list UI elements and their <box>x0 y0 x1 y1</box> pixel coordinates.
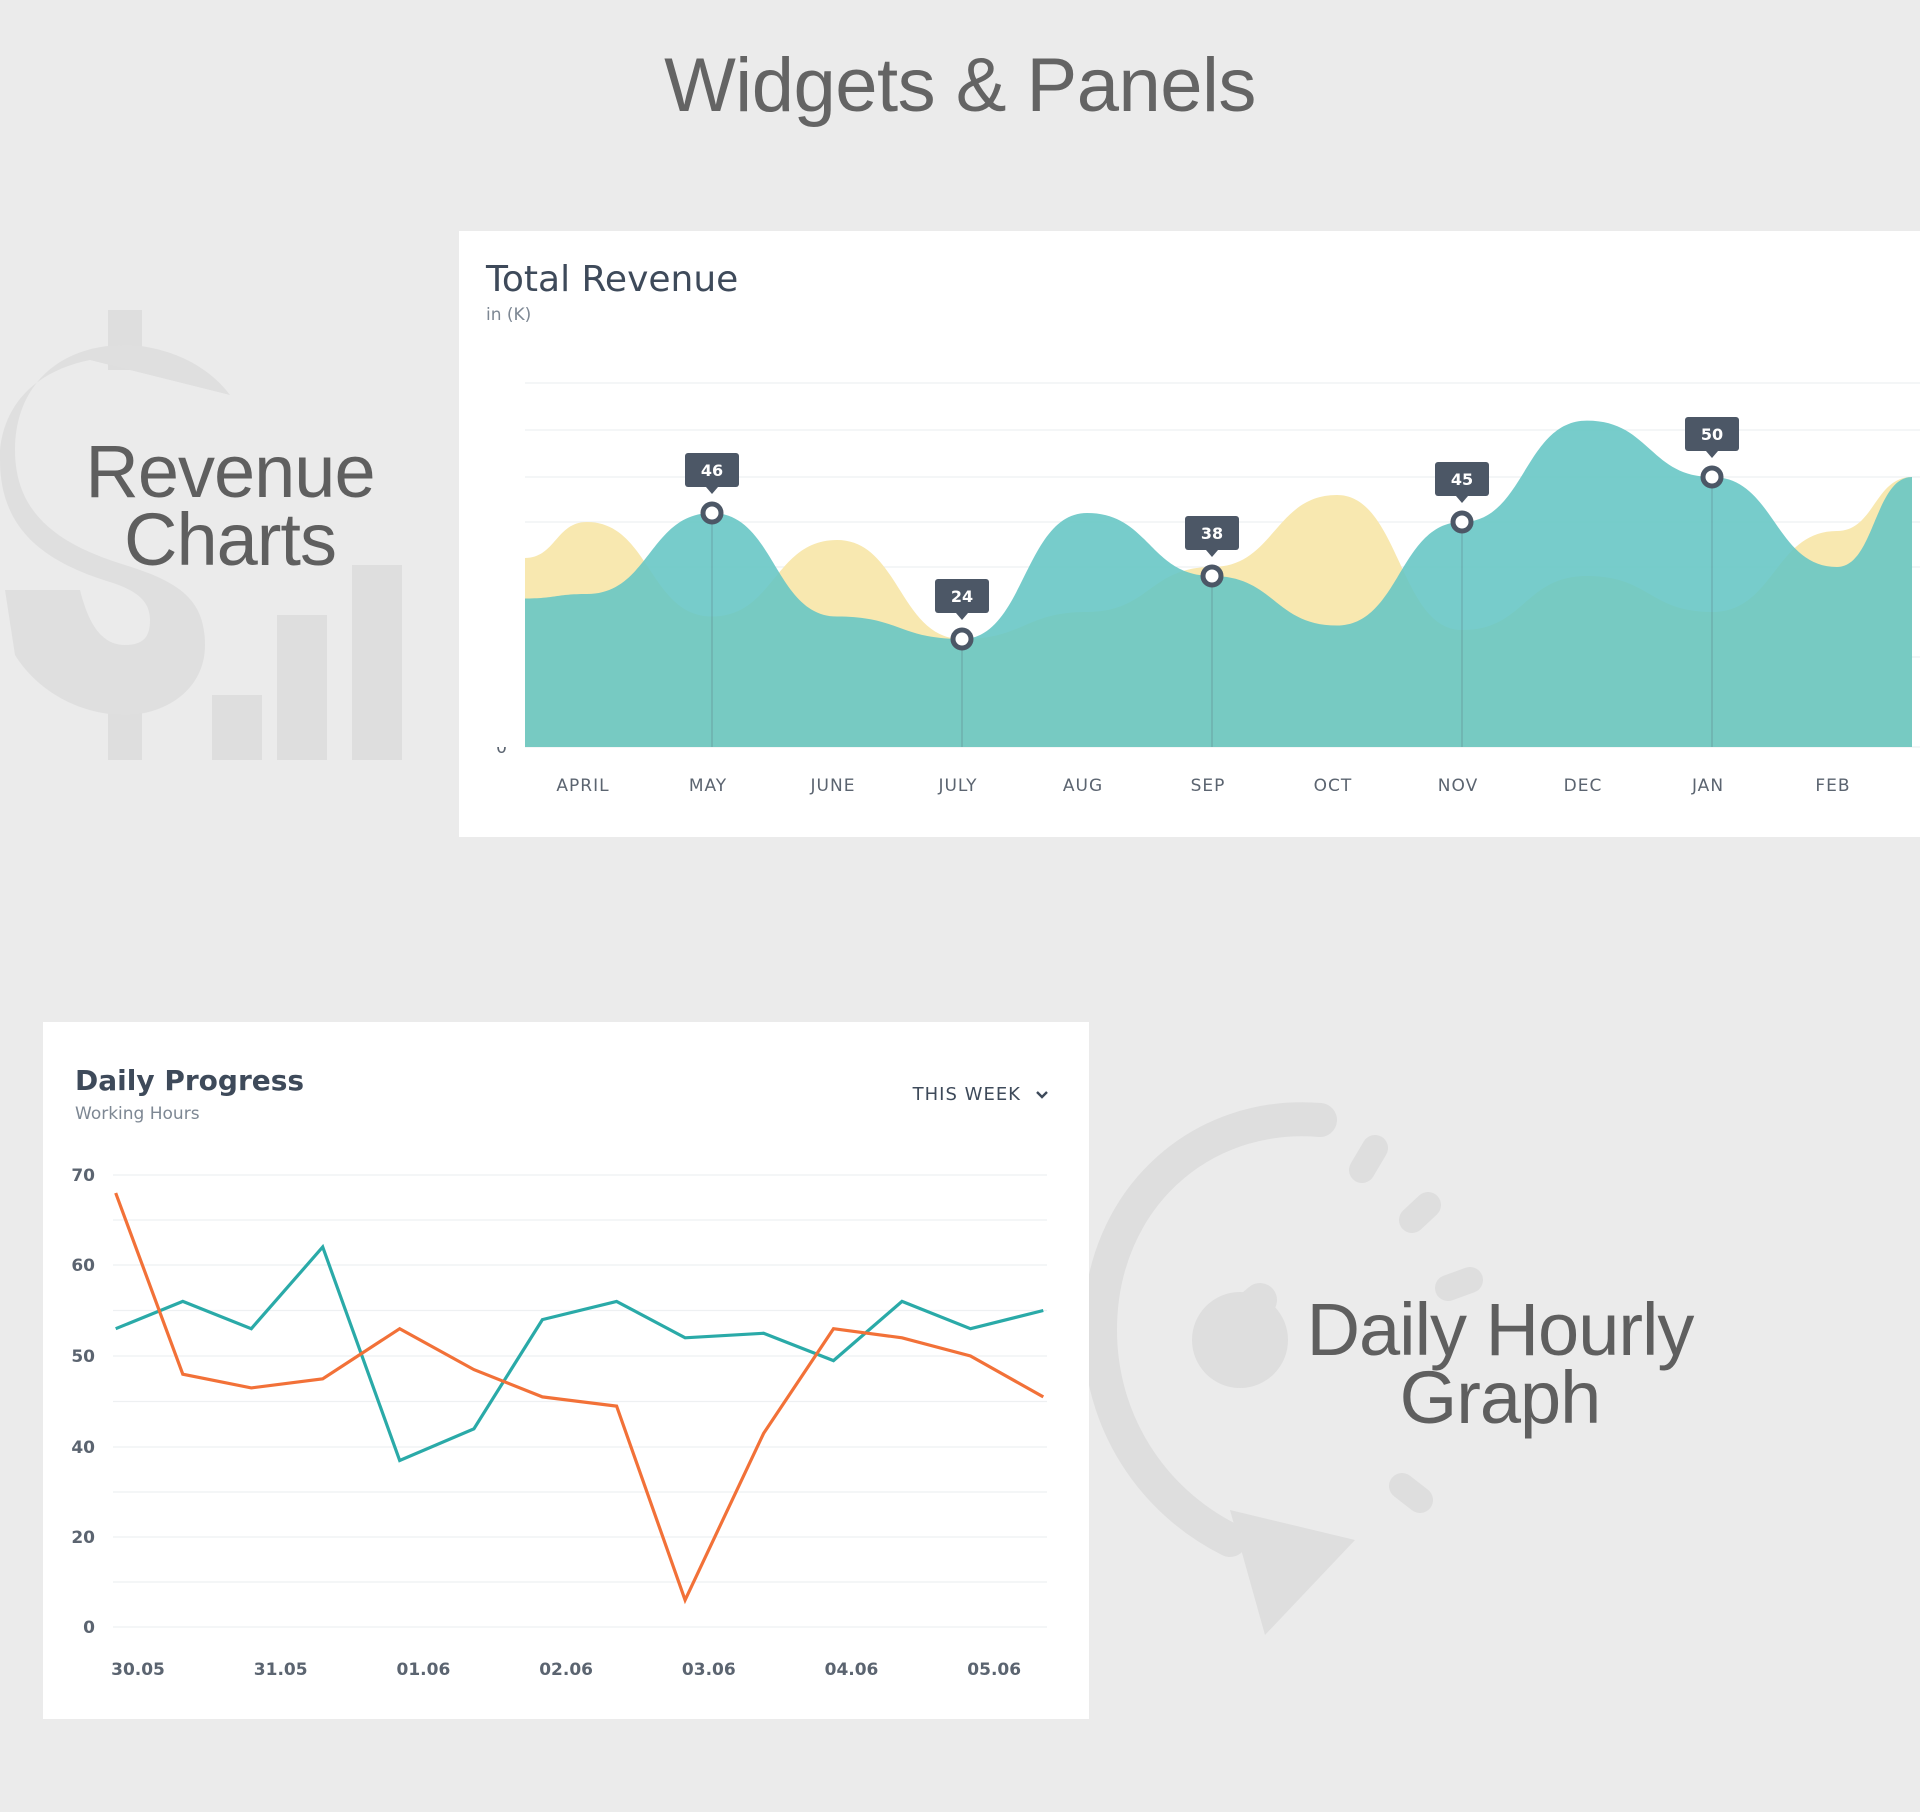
page-title: Widgets & Panels <box>664 43 1256 128</box>
marker-badge <box>1185 516 1239 550</box>
marker-value-label: 38 <box>1201 524 1223 543</box>
revenue-caption-line2: Charts <box>124 498 337 581</box>
total-revenue-chart: 0204050604624384550APRILMAYJUNEJULYAUGSE… <box>459 331 1920 796</box>
x-category-label: JAN <box>1691 776 1724 796</box>
x-category-label: MAY <box>689 776 727 796</box>
marker-badge-pointer <box>1206 550 1218 557</box>
y-tick-label: 0 <box>83 1618 95 1638</box>
y-tick-label: 0 <box>496 738 507 758</box>
daily-progress-title: Daily Progress <box>75 1064 305 1097</box>
progress-line-series-2 <box>114 1192 1045 1605</box>
x-category-label: 30.05 <box>111 1660 165 1680</box>
total-revenue-subtitle: in (K) <box>486 305 532 325</box>
x-category-label: 01.06 <box>397 1660 451 1680</box>
marker-point <box>700 501 724 525</box>
marker-point <box>1450 510 1474 534</box>
x-category-label: JULY <box>937 776 977 796</box>
hourly-caption: Daily Hourly Graph <box>1280 1288 1720 1439</box>
marker-point <box>950 627 974 651</box>
marker-badge <box>685 453 739 487</box>
marker-value-label: 45 <box>1451 470 1473 489</box>
revenue-caption-line1: Revenue <box>85 430 375 513</box>
y-tick-label: 60 <box>71 1256 95 1276</box>
x-category-label: DEC <box>1564 776 1603 796</box>
marker-value-label: 24 <box>951 587 973 606</box>
marker-point <box>1700 465 1724 489</box>
y-tick-label: 40 <box>71 1438 95 1458</box>
x-category-label: 05.06 <box>967 1660 1021 1680</box>
marker-value-label: 50 <box>1701 425 1723 444</box>
progress-line-series-1 <box>115 1243 1044 1463</box>
y-tick-label: 70 <box>71 1166 95 1186</box>
marker-badge-pointer <box>706 487 718 494</box>
x-category-label: 02.06 <box>539 1660 593 1680</box>
x-category-label: 04.06 <box>825 1660 879 1680</box>
x-category-label: 31.05 <box>254 1660 308 1680</box>
marker-badge <box>935 579 989 613</box>
chevron-down-icon <box>1036 1090 1048 1099</box>
x-category-label: NOV <box>1438 776 1478 796</box>
marker-badge <box>1435 462 1489 496</box>
y-tick-label: 50 <box>71 1347 95 1367</box>
x-category-label: JUNE <box>810 776 856 796</box>
daily-progress-subtitle: Working Hours <box>75 1104 200 1124</box>
x-category-label: SEP <box>1191 776 1226 796</box>
daily-progress-card: Daily Progress Working Hours THIS WEEK 0… <box>43 1022 1089 1719</box>
revenue-caption: Revenue Charts <box>70 430 390 581</box>
plot-left-mask <box>459 331 525 747</box>
period-dropdown-label: THIS WEEK <box>912 1084 1021 1105</box>
hourly-caption-line1: Daily Hourly <box>1306 1288 1695 1371</box>
x-category-label: AUG <box>1063 776 1103 796</box>
x-category-label: OCT <box>1314 776 1353 796</box>
marker-badge-pointer <box>1706 451 1718 458</box>
total-revenue-card: Total Revenue in (K) 0204050604624384550… <box>459 231 1920 837</box>
marker-badge-pointer <box>1456 496 1468 503</box>
y-tick-label: 20 <box>71 1528 95 1548</box>
revenue-art-icon <box>0 310 402 760</box>
x-category-label: FEB <box>1815 776 1850 796</box>
daily-progress-chart: 0 20 40 50 60 70 30.05 31.05 01.06 02.06 03.06 04.0… <box>71 1166 1047 1680</box>
total-revenue-title: Total Revenue <box>486 259 739 300</box>
x-category-label: APRIL <box>556 776 609 796</box>
x-category-label: 03.06 <box>682 1660 736 1680</box>
marker-badge-pointer <box>956 613 968 620</box>
timer-art-icon <box>1082 1102 1483 1635</box>
period-dropdown[interactable]: THIS WEEK <box>913 1084 1049 1105</box>
hourly-caption-line2: Graph <box>1399 1356 1602 1439</box>
marker-badge <box>1685 417 1739 451</box>
marker-point <box>1200 564 1224 588</box>
marker-value-label: 46 <box>701 461 723 480</box>
